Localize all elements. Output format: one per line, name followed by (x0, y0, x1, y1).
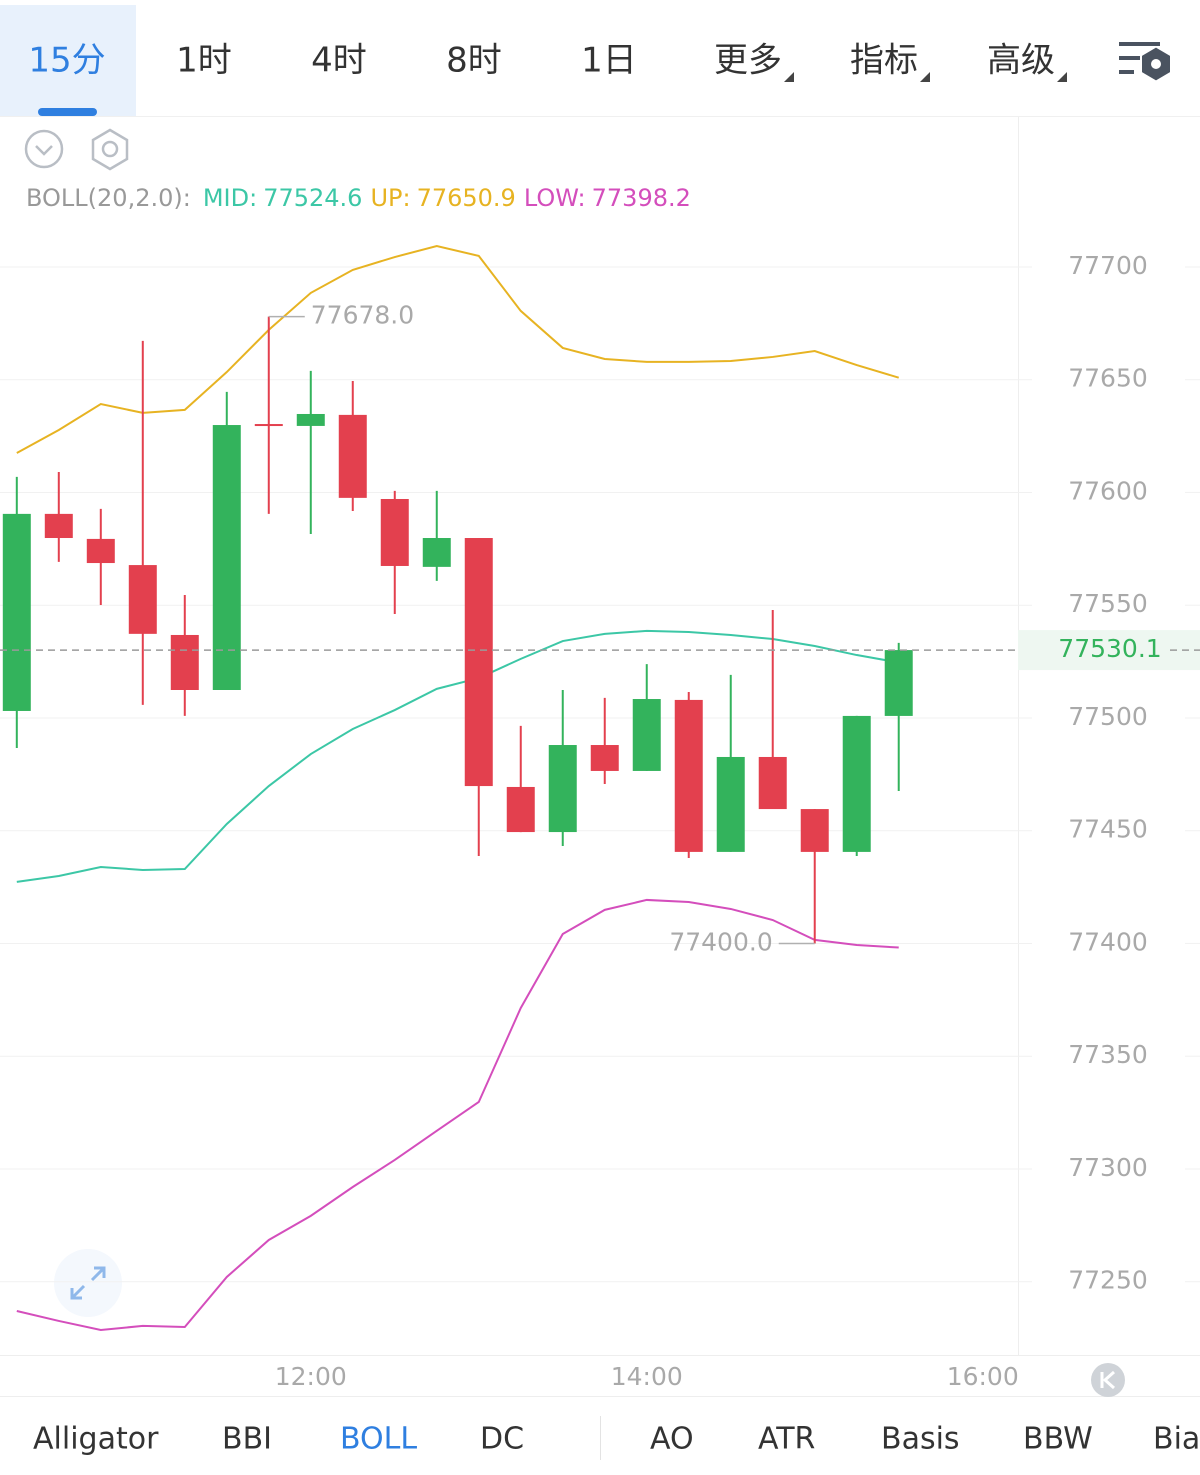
fullscreen-button[interactable] (54, 1249, 122, 1317)
y-tick-label: 77400 (1068, 927, 1148, 956)
menu-triangle (784, 72, 794, 82)
timeframe-tab[interactable]: 1日 (581, 41, 637, 81)
y-tick-label: 77650 (1068, 364, 1148, 393)
y-tick-label: 77250 (1068, 1266, 1148, 1295)
candle-body (128, 565, 157, 634)
indicator-tab[interactable]: ATR (758, 1422, 815, 1457)
candle-body (590, 745, 619, 771)
y-tick-label: 77700 (1068, 251, 1148, 280)
candle-body (842, 715, 871, 852)
timeframe-tab[interactable]: 高级 (987, 41, 1055, 81)
last-price-bg (1018, 630, 1200, 671)
indicator-tab[interactable]: BOLL (340, 1422, 417, 1457)
candle-body (2, 513, 31, 711)
candle-body (254, 424, 283, 427)
menu-triangle (920, 72, 930, 82)
candle-body (170, 634, 199, 690)
indicator-tab[interactable]: BBI (222, 1422, 272, 1457)
x-tick-label: 16:00 (947, 1362, 1019, 1391)
candle-body (548, 745, 577, 833)
candle-body (212, 425, 241, 690)
candle-body (632, 699, 661, 771)
timeframe-tab[interactable]: 4时 (311, 41, 367, 81)
x-tick-label: 14:00 (611, 1362, 683, 1391)
timeframe-tab[interactable]: 1时 (176, 41, 232, 81)
legend-value: 77524.6 (263, 184, 362, 212)
boll-line (16, 244, 900, 454)
y-tick-label: 77450 (1068, 815, 1148, 844)
candle-body (758, 756, 787, 810)
candle-body (422, 538, 451, 567)
settings-icon[interactable] (1119, 42, 1170, 81)
y-tick-label: 77300 (1068, 1153, 1148, 1182)
boll-line (16, 629, 899, 883)
candle-body (44, 513, 73, 539)
indicator-tab[interactable]: Bias (1153, 1422, 1200, 1457)
indicator-title: BOLL(20,2.0): (26, 184, 191, 212)
indicator-tab[interactable]: Alligator (33, 1422, 159, 1457)
timeframe-tab[interactable]: 更多 (714, 41, 782, 81)
candle-body (800, 809, 829, 852)
menu-triangle (1057, 72, 1067, 82)
y-tick-label: 77600 (1068, 476, 1148, 505)
indicator-tab[interactable]: Basis (881, 1422, 960, 1457)
candle-body (716, 756, 745, 852)
timeframe-tab[interactable]: 指标 (850, 41, 918, 81)
legend-name: UP: (370, 184, 410, 212)
legend-value: 77650.9 (417, 184, 516, 212)
y-tick-label: 77550 (1068, 589, 1148, 618)
candle-body (674, 699, 703, 852)
indicator-legend: BOLL(20,2.0): MID: 77524.6 UP: 77650.9 LOW: 77… (26, 184, 691, 212)
legend-name: MID: (203, 184, 257, 212)
indicator-tab[interactable]: AO (650, 1422, 694, 1457)
candle-body (884, 650, 913, 716)
indicator-tab[interactable]: DC (480, 1422, 524, 1457)
timeframe-tab[interactable]: 15分 (28, 41, 105, 81)
extreme-label: 77678.0 (311, 301, 414, 330)
k-button[interactable] (1091, 1363, 1125, 1397)
extreme-label: 77400.0 (669, 927, 772, 956)
candle-body (464, 538, 493, 787)
candle-body (296, 413, 325, 426)
legend-value: 77398.2 (592, 184, 691, 212)
y-tick-label: 77350 (1068, 1040, 1148, 1069)
y-tick-label: 77500 (1068, 702, 1148, 731)
candle-body (86, 538, 115, 564)
last-price-label: 77530.1 (1058, 634, 1161, 663)
collapse-button[interactable] (24, 129, 64, 169)
candle-body (380, 498, 409, 566)
candle-body (338, 414, 367, 498)
indicator-settings-button[interactable] (91, 128, 129, 171)
active-tab-indicator (38, 108, 97, 116)
x-tick-label: 12:00 (275, 1362, 347, 1391)
active-tab-bg (0, 5, 136, 116)
boll-line (16, 898, 899, 1331)
candle-body (506, 786, 535, 833)
legend-name: LOW: (524, 184, 586, 212)
indicator-tab[interactable]: BBW (1023, 1422, 1093, 1457)
timeframe-tab[interactable]: 8时 (446, 41, 502, 81)
